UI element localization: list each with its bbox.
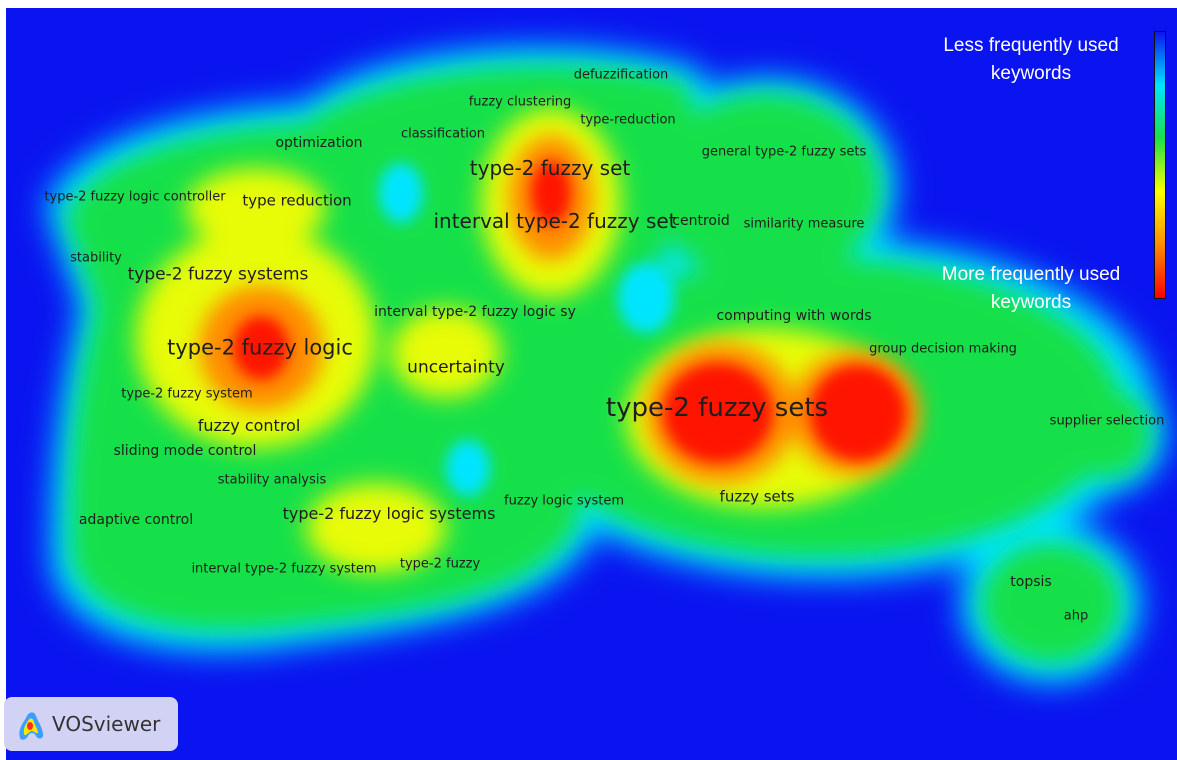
keyword-label[interactable]: general type-2 fuzzy sets bbox=[701, 144, 867, 160]
density-map-canvas[interactable]: type-2 fuzzy sets type-2 fuzzy logic typ… bbox=[6, 8, 1177, 760]
keyword-label[interactable]: classification bbox=[400, 126, 486, 142]
vosviewer-logo-icon bbox=[19, 712, 44, 740]
keyword-label[interactable]: uncertainty bbox=[407, 357, 505, 378]
keyword-label[interactable]: type-2 fuzzy system bbox=[121, 386, 253, 402]
keyword-label[interactable]: type-2 fuzzy logic bbox=[167, 335, 353, 360]
keyword-label[interactable]: type-2 fuzzy logic controller bbox=[44, 189, 226, 205]
legend-bottom-label: More frequently used keywords bbox=[941, 264, 1121, 313]
keyword-label[interactable]: fuzzy clustering bbox=[468, 94, 572, 110]
keyword-label[interactable]: interval type-2 fuzzy logic sy bbox=[374, 304, 576, 320]
legend-top-label: Less frequently used keywords bbox=[943, 35, 1119, 84]
keyword-label[interactable]: interval type-2 fuzzy set bbox=[433, 209, 677, 233]
keyword-label[interactable]: stability bbox=[70, 250, 122, 266]
keyword-label[interactable]: topsis bbox=[1010, 574, 1052, 590]
keyword-label[interactable]: group decision making bbox=[869, 341, 1017, 357]
keyword-label[interactable]: type-2 fuzzy set bbox=[469, 156, 631, 180]
keyword-label[interactable]: ahp bbox=[1063, 608, 1089, 624]
keyword-label[interactable]: type reduction bbox=[242, 191, 352, 210]
keyword-label[interactable]: type-reduction bbox=[580, 112, 676, 128]
keyword-label[interactable]: stability analysis bbox=[217, 472, 327, 488]
vosviewer-logo-text: VOSviewer bbox=[52, 712, 161, 736]
density-cold-spots bbox=[379, 163, 674, 496]
keyword-label[interactable]: type-2 fuzzy logic systems bbox=[282, 504, 496, 523]
keyword-label[interactable]: fuzzy logic system bbox=[504, 493, 624, 509]
vosviewer-logo-badge[interactable]: VOSviewer bbox=[4, 697, 178, 751]
keyword-label[interactable]: type-2 fuzzy systems bbox=[127, 264, 309, 285]
density-color-scale bbox=[1154, 31, 1166, 299]
keyword-label[interactable]: type-2 fuzzy sets bbox=[605, 393, 829, 423]
keyword-label[interactable]: similarity measure bbox=[743, 216, 865, 232]
keyword-label[interactable]: computing with words bbox=[716, 308, 872, 324]
keyword-label[interactable]: optimization bbox=[275, 135, 363, 151]
keyword-label[interactable]: adaptive control bbox=[78, 512, 194, 528]
density-heatmap bbox=[46, 46, 1166, 683]
keyword-label[interactable]: centroid bbox=[672, 213, 730, 229]
keyword-label[interactable]: sliding mode control bbox=[113, 443, 257, 459]
keyword-label[interactable]: fuzzy control bbox=[197, 416, 301, 435]
keyword-label[interactable]: fuzzy sets bbox=[719, 487, 795, 506]
keyword-label[interactable]: interval type-2 fuzzy system bbox=[191, 561, 377, 577]
keyword-label[interactable]: defuzzification bbox=[573, 67, 669, 83]
keyword-label[interactable]: type-2 fuzzy bbox=[399, 556, 481, 572]
density-peak-layer bbox=[233, 161, 906, 463]
keyword-label[interactable]: supplier selection bbox=[1049, 413, 1165, 429]
